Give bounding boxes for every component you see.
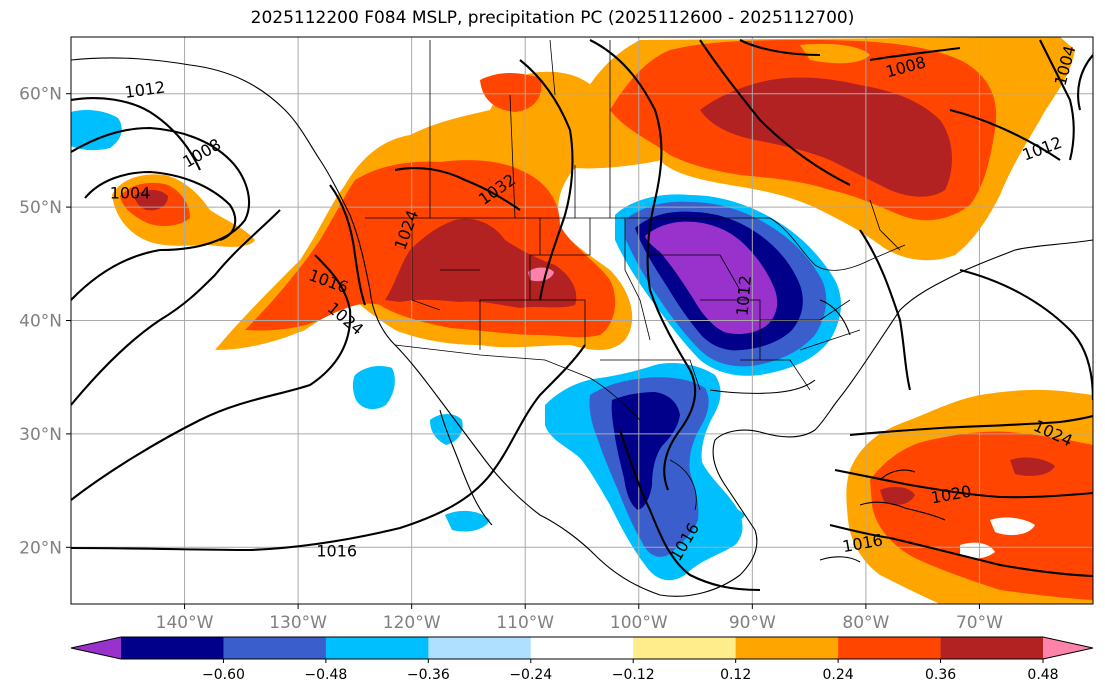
isobar-label: 1012 <box>733 274 755 316</box>
colorbar-tick-label: −0.12 <box>612 667 655 683</box>
precip-area-canada <box>575 37 1075 261</box>
political-boundaries <box>365 39 906 511</box>
colorbar-swatch <box>428 637 532 659</box>
colorbar-swatch <box>223 637 327 659</box>
colorbar-swatch <box>633 637 737 659</box>
colorbar-swatch <box>121 637 224 659</box>
precip-area-gulf-of-alaska <box>112 174 255 247</box>
isobar-value: 1004 <box>110 183 151 202</box>
isobars <box>71 39 1093 592</box>
lon-tick-label: 80°W <box>842 613 889 633</box>
colorbar-swatch <box>940 637 1044 659</box>
colorbar-swatch <box>530 637 634 659</box>
lon-tick-label: 100°W <box>610 613 668 633</box>
isobar-value: 1016 <box>316 542 357 561</box>
lat-tick-label: 40°N <box>19 312 62 332</box>
colorbar-extend-min <box>71 637 121 659</box>
chart-title: 2025112200 F084 MSLP, precipitation PC (… <box>250 8 855 28</box>
colorbar-tick-label: 0.36 <box>925 667 956 683</box>
lon-tick-label: 140°W <box>156 613 214 633</box>
colorbar-tick-label: −0.24 <box>509 667 552 683</box>
lon-tick-label: 70°W <box>956 613 1003 633</box>
colorbar-swatch <box>735 637 839 659</box>
isobar-label: 1016 <box>316 542 357 561</box>
colorbar-tick-label: 0.48 <box>1027 667 1058 683</box>
isobar-value: 1012 <box>733 274 755 316</box>
colorbar-tick-label: 0.12 <box>720 667 751 683</box>
coastlines <box>71 57 1093 597</box>
lon-tick-label: 130°W <box>269 613 327 633</box>
colorbar-outline <box>70 636 1094 660</box>
isobar-label: 1004 <box>110 183 151 202</box>
precip-area-mexico <box>352 363 745 581</box>
precip-area-midwest <box>615 194 842 376</box>
colorbar-extend-max <box>1043 637 1093 659</box>
lon-tick-label: 120°W <box>383 613 441 633</box>
lat-tick-label: 60°N <box>19 85 62 105</box>
colorbar-tick-label: −0.48 <box>304 667 347 683</box>
lat-tick-label: 20°N <box>19 538 62 558</box>
latitude-axis: 60°N 50°N 40°N 30°N 20°N <box>19 85 71 558</box>
colorbar-tick-label: −0.36 <box>407 667 450 683</box>
colorbar-swatch <box>325 637 429 659</box>
precip-area-northwest <box>215 71 662 351</box>
precip-area-alaska <box>71 110 122 151</box>
lon-tick-label: 110°W <box>496 613 554 633</box>
precip-area-atlantic <box>846 389 1093 604</box>
lat-tick-label: 30°N <box>19 425 62 445</box>
colorbar-tick-label: −0.60 <box>202 667 245 683</box>
lon-tick-label: 90°W <box>729 613 776 633</box>
graticule <box>71 37 1093 604</box>
colorbar-swatch <box>838 637 942 659</box>
lat-tick-label: 50°N <box>19 198 62 218</box>
longitude-axis: 140°W 130°W 120°W 110°W 100°W 90°W 80°W 70°W <box>156 604 1003 633</box>
colorbar: −0.60 −0.48 −0.36 −0.24 −0.12 0.12 0.24 0.36 0.4… <box>70 636 1094 683</box>
colorbar-tick-label: 0.24 <box>823 667 854 683</box>
